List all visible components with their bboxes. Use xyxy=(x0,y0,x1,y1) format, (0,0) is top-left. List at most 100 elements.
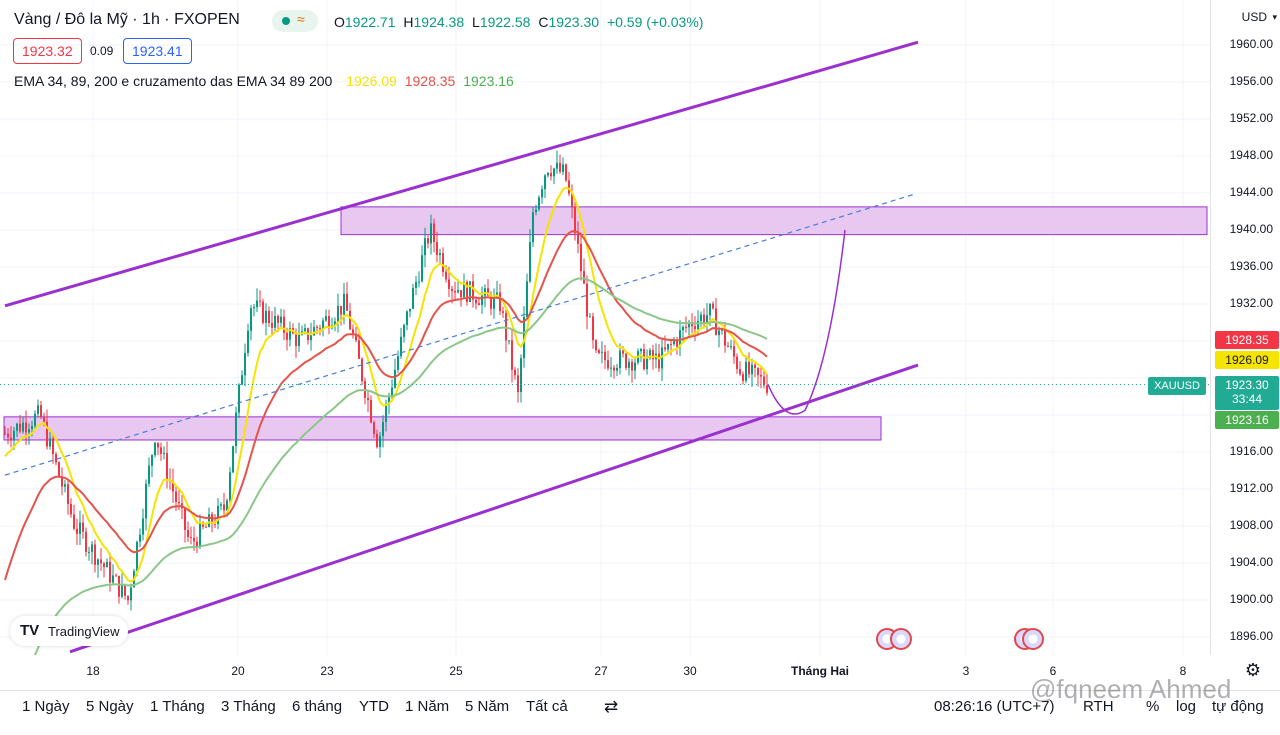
auto-scale-toggle[interactable]: tự động xyxy=(1212,698,1264,715)
candle-body xyxy=(460,290,462,298)
candle-body xyxy=(67,484,69,504)
time-axis-label: 25 xyxy=(449,664,463,678)
candle-body xyxy=(124,584,126,596)
candle-body xyxy=(76,528,78,534)
candle-body xyxy=(688,322,690,328)
candle-body xyxy=(502,311,504,313)
candle-body xyxy=(505,312,507,341)
candle-body xyxy=(535,209,537,213)
ema89-value: 1928.35 xyxy=(404,73,456,89)
candle-body xyxy=(268,310,270,324)
candle-body xyxy=(559,162,561,172)
candle-body xyxy=(592,316,594,341)
range-button[interactable]: Tất cả xyxy=(526,698,568,715)
indicator-legend[interactable]: EMA 34, 89, 200 e cruzamento das EMA 34 … xyxy=(14,73,514,89)
candle-body xyxy=(334,321,336,326)
range-button[interactable]: 1 Ngày xyxy=(22,698,70,715)
settings-gear-icon[interactable]: ⚙ xyxy=(1244,660,1261,680)
indicator-name: EMA 34, 89, 200 e cruzamento das EMA 34 … xyxy=(14,73,333,89)
candle-body xyxy=(97,559,99,565)
symbol-title[interactable]: Vàng / Đô la Mỹ · 1h · FXOPEN xyxy=(14,11,240,28)
log-toggle[interactable]: log xyxy=(1176,698,1197,715)
candle-body xyxy=(694,326,696,330)
candle-body xyxy=(391,387,393,396)
price-chart[interactable] xyxy=(0,0,1210,655)
candle-body xyxy=(508,340,510,342)
candle-body xyxy=(442,253,444,272)
candle-body xyxy=(328,316,330,329)
candle-body xyxy=(43,417,45,422)
sell-price-button[interactable]: 1923.32 xyxy=(13,38,82,64)
candle-body xyxy=(436,241,438,255)
clock-time[interactable]: 08:26:16 (UTC+7) xyxy=(934,698,1055,715)
candle-body xyxy=(253,307,255,309)
candle-body xyxy=(406,311,408,325)
range-button[interactable]: YTD xyxy=(359,698,389,715)
time-axis-label: 30 xyxy=(683,664,697,678)
candle-body xyxy=(742,374,744,381)
candle-body xyxy=(412,287,414,309)
time-axis-label: 3 xyxy=(962,664,970,678)
ema200-line xyxy=(33,277,768,655)
middle-dashed-trendline xyxy=(4,193,916,476)
last-price-tag: 1923.30 33:44 xyxy=(1215,376,1279,410)
candle-body xyxy=(37,405,39,414)
candle-body xyxy=(544,175,546,190)
candle-body xyxy=(547,172,549,176)
candle-body xyxy=(229,472,231,501)
candle-body xyxy=(562,164,564,172)
range-button[interactable]: 6 tháng xyxy=(292,698,343,715)
candle-body xyxy=(376,433,378,448)
candle-body xyxy=(73,514,75,529)
price-axis[interactable]: USD ▾ 1960.00 1956.00 1952.00 1948.00 1944.0… xyxy=(1210,0,1280,680)
candle-body xyxy=(646,357,648,370)
candle-body xyxy=(235,412,237,447)
candle-body xyxy=(487,288,489,296)
candle-body xyxy=(370,399,372,423)
range-button[interactable]: 5 Năm xyxy=(465,698,510,715)
date-range-calendar-icon[interactable]: ⇄ xyxy=(604,697,619,716)
currency-selector[interactable]: USD xyxy=(1241,10,1267,24)
candle-body xyxy=(622,350,624,354)
candle-body xyxy=(760,374,762,377)
candle-body xyxy=(151,455,153,466)
candle-body xyxy=(355,334,357,341)
candle-body xyxy=(532,212,534,243)
range-button[interactable]: 5 Ngày xyxy=(86,698,134,715)
market-status-pill[interactable]: ≈ xyxy=(272,10,318,32)
candle-body xyxy=(445,271,447,280)
candle-body xyxy=(115,575,117,577)
candle-body xyxy=(163,453,165,455)
candle-body xyxy=(433,223,435,242)
candle-body xyxy=(649,350,651,358)
candle-body xyxy=(121,584,123,597)
buy-price-button[interactable]: 1923.41 xyxy=(123,38,192,64)
candle-body xyxy=(205,526,207,528)
price-axis-label: 1900.00 xyxy=(1229,592,1273,606)
percent-toggle[interactable]: % xyxy=(1146,698,1160,715)
candle-body xyxy=(232,446,234,473)
tradingview-logo[interactable]: TV TradingView xyxy=(10,616,128,646)
us-event-flag-icon[interactable] xyxy=(890,628,912,650)
candle-body xyxy=(601,351,603,353)
candle-body xyxy=(58,462,60,477)
candle-body xyxy=(631,361,633,371)
rth-toggle[interactable]: RTH xyxy=(1083,698,1114,715)
candle-body xyxy=(670,343,672,345)
chart-area[interactable]: Vàng / Đô la Mỹ · 1h · FXOPEN ≈ O1922.71… xyxy=(0,0,1210,655)
candle-body xyxy=(676,340,678,347)
range-button[interactable]: 1 Tháng xyxy=(150,698,205,715)
range-button[interactable]: 1 Năm xyxy=(405,698,450,715)
candle-body xyxy=(634,362,636,371)
candle-body xyxy=(577,233,579,244)
us-event-flag-icon[interactable] xyxy=(1022,628,1044,650)
candle-body xyxy=(127,595,129,601)
ema200-price-tag: 1923.16 xyxy=(1215,411,1279,429)
range-button[interactable]: 3 Tháng xyxy=(221,698,276,715)
candle-body xyxy=(322,320,324,329)
candle-body xyxy=(448,279,450,289)
watermark: @fqneem Ahmed xyxy=(1030,674,1232,704)
candle-body xyxy=(103,563,105,568)
time-axis-label: Tháng Hai xyxy=(790,664,850,678)
candle-body xyxy=(361,358,363,382)
